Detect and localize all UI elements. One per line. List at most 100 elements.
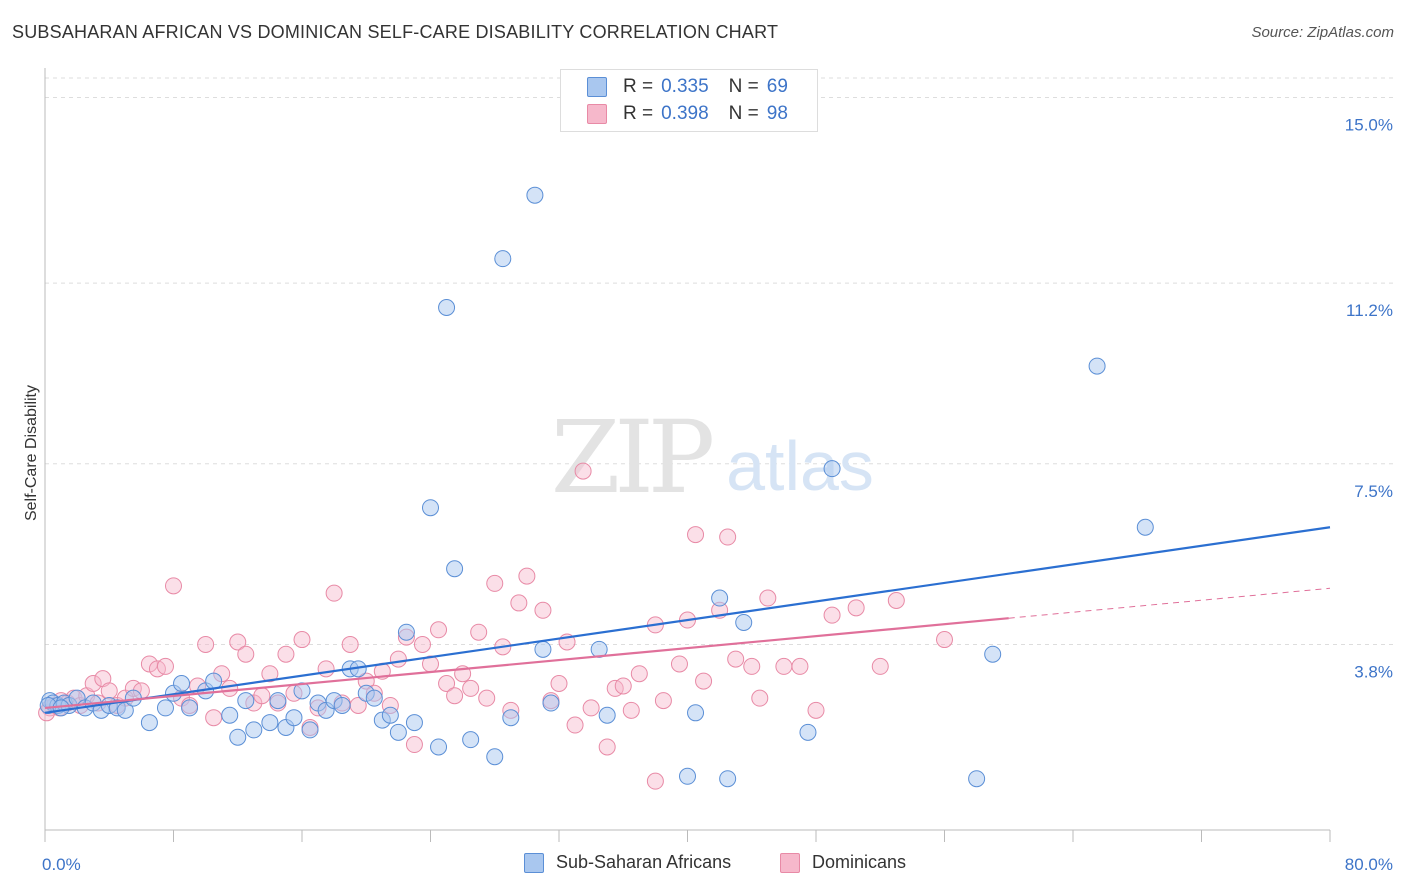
dominican-point — [405, 736, 423, 754]
watermark-atlas: atlas — [726, 427, 874, 505]
dominican-point — [430, 621, 448, 639]
subsaharan-point — [405, 714, 423, 732]
dominican-point — [759, 589, 777, 607]
subsaharan-point — [381, 706, 399, 724]
dominican-point — [719, 528, 737, 546]
chart-title: SUBSAHARAN AFRICAN VS DOMINICAN SELF-CAR… — [12, 22, 779, 42]
subsaharan-point — [116, 701, 134, 719]
dominican-point — [341, 635, 359, 653]
correlation-legend: R = 0.335 N = 69 R = 0.398 N = 98 — [560, 69, 818, 132]
legend-r-label: R = — [623, 76, 654, 97]
dominican-trend-line — [44, 617, 1009, 710]
dominican-point — [229, 633, 247, 651]
dominican-point — [100, 682, 118, 700]
subsaharan-point — [221, 706, 239, 724]
series-legend-label: Dominicans — [812, 852, 907, 872]
dominican-point — [871, 657, 889, 675]
y-tick-label: 15.0% — [1345, 116, 1393, 135]
dominican-point — [695, 672, 713, 690]
dominican-point — [743, 657, 761, 675]
dominican-point — [446, 687, 464, 705]
subsaharan-point — [140, 714, 158, 732]
series-legend-swatch-blue — [524, 852, 544, 873]
dominican-point — [670, 655, 688, 673]
dominican-point — [887, 591, 905, 609]
subsaharan-point — [389, 723, 407, 741]
subsaharan-point — [181, 699, 199, 717]
dominican-point — [614, 677, 632, 695]
dominican-trend-extension — [1008, 587, 1331, 619]
dominican-point — [389, 650, 407, 668]
dominican-point — [205, 709, 223, 727]
series-legend-item-subsaharan: Sub-Saharan Africans — [524, 852, 731, 873]
watermark: ZIP atlas — [551, 399, 874, 516]
dominican-point — [646, 772, 664, 790]
dominican-point — [317, 660, 335, 678]
subsaharan-point — [486, 748, 504, 766]
legend-row-pink: R = 0.398 N = 98 — [587, 101, 788, 127]
subsaharan-point — [687, 704, 705, 722]
dominican-point — [574, 462, 592, 480]
subsaharan-point — [365, 689, 383, 707]
subsaharan-point — [285, 709, 303, 727]
dominican-point — [622, 701, 640, 719]
dominican-point — [478, 689, 496, 707]
subsaharan-point — [968, 770, 986, 788]
subsaharan-point — [301, 721, 319, 739]
dominican-point — [156, 657, 174, 675]
subsaharan-trend-line — [44, 526, 1331, 714]
legend-r-value: 0.335 — [661, 76, 709, 97]
legend-n-label: N = — [728, 103, 759, 124]
subsaharan-point — [422, 499, 439, 517]
series-legend-swatch-pink — [780, 852, 800, 873]
subsaharan-point — [502, 709, 520, 727]
dominican-point — [791, 657, 809, 675]
dominican-point — [534, 601, 552, 619]
subsaharan-point — [438, 299, 456, 317]
x-tick-label: 0.0% — [42, 855, 81, 874]
dominican-point — [566, 716, 584, 734]
subsaharan-point — [526, 186, 544, 204]
legend-row-blue: R = 0.335 N = 69 — [587, 74, 788, 100]
dominican-point — [823, 606, 841, 624]
subsaharan-point — [1088, 357, 1106, 375]
subsaharan-point — [261, 714, 279, 732]
dominican-point — [462, 679, 480, 697]
dominican-point — [197, 635, 215, 653]
subsaharan-point — [397, 623, 415, 641]
dominican-point — [277, 645, 295, 663]
subsaharan-point — [823, 460, 841, 478]
dominican-point — [518, 567, 536, 585]
subsaharan-point — [799, 723, 817, 741]
y-tick-label: 11.2% — [1346, 301, 1393, 320]
dominican-point — [413, 635, 431, 653]
subsaharan-point — [735, 613, 753, 631]
x-tick-label: 80.0% — [1345, 855, 1393, 874]
legend-n-value: 69 — [766, 76, 788, 97]
series-legend-item-dominican: Dominicans — [780, 852, 906, 873]
dominican-point — [165, 577, 182, 595]
subsaharan-point — [542, 694, 560, 712]
subsaharan-point — [534, 640, 552, 658]
dominican-point — [325, 584, 343, 602]
legend-n-value: 98 — [766, 103, 788, 124]
subsaharan-point — [237, 692, 255, 710]
y-tick-label: 7.5% — [1354, 482, 1393, 501]
legend-r-label: R = — [623, 103, 654, 124]
dominican-point — [687, 526, 705, 544]
dominican-point — [550, 675, 568, 693]
subsaharan-point — [1136, 518, 1154, 536]
dominican-point — [261, 665, 279, 683]
series-legend: Sub-Saharan Africans Dominicans — [0, 852, 1406, 876]
subsaharan-point — [245, 721, 263, 739]
dominican-point — [751, 689, 769, 707]
subsaharan-point — [229, 728, 247, 746]
subsaharan-point — [333, 696, 351, 714]
dominican-point — [221, 679, 239, 697]
subsaharan-point — [430, 738, 448, 756]
subsaharan-point — [719, 770, 737, 788]
dominican-point — [510, 594, 528, 612]
subsaharan-point — [446, 560, 464, 578]
legend-swatch-pink — [587, 104, 607, 124]
